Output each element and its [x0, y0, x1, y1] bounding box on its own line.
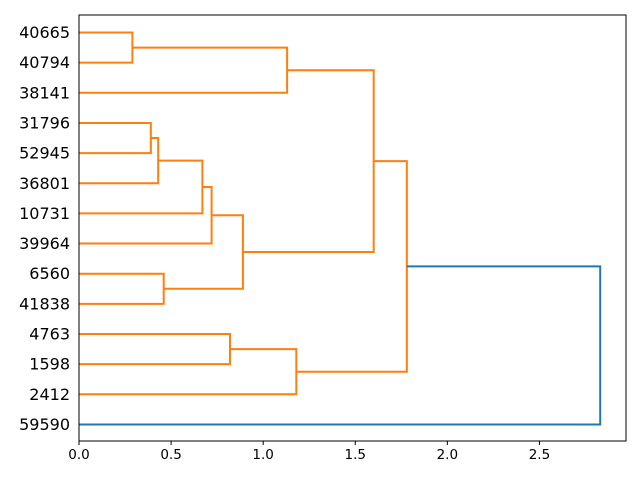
dendrogram-link: [79, 186, 213, 245]
x-tick-label: 1.0: [252, 447, 273, 463]
leaf-label: 6560: [29, 264, 70, 283]
dendrogram-link: [79, 272, 165, 305]
dendrogram-link: [79, 265, 602, 426]
leaf-label: 36801: [19, 174, 70, 193]
leaf-label: 2412: [29, 385, 70, 404]
leaf-label: 52945: [19, 144, 70, 163]
dendrogram-link: [242, 69, 375, 254]
dendrogram-link: [79, 137, 160, 185]
leaf-label: 59590: [19, 415, 70, 434]
x-tick-label: 0.5: [160, 447, 181, 463]
dendrogram-link: [79, 31, 134, 64]
leaf-label: 41838: [19, 294, 70, 313]
leaf-label: 1598: [29, 355, 70, 374]
leaf-label: 40665: [19, 23, 70, 42]
dendrogram-link: [163, 214, 244, 290]
x-tick-label: 2.0: [437, 447, 458, 463]
leaf-label: 38141: [19, 83, 70, 102]
leaf-label: 39964: [19, 234, 70, 253]
dendrogram-link: [296, 160, 408, 373]
dendrogram-link: [79, 46, 289, 94]
plot-border: [78, 14, 627, 442]
dendrogram-link: [79, 333, 232, 366]
leaf-label: 40794: [19, 53, 70, 72]
leaf-label: 31796: [19, 113, 70, 132]
leaf-label: 4763: [29, 325, 70, 344]
x-tick-label: 0.0: [68, 447, 89, 463]
dendrogram-link: [79, 348, 298, 396]
dendrogram-link: [79, 159, 204, 215]
x-tick-label: 2.5: [529, 447, 550, 463]
x-tick-label: 1.5: [345, 447, 366, 463]
leaf-label: 10731: [19, 204, 70, 223]
dendrogram-link: [79, 121, 152, 155]
